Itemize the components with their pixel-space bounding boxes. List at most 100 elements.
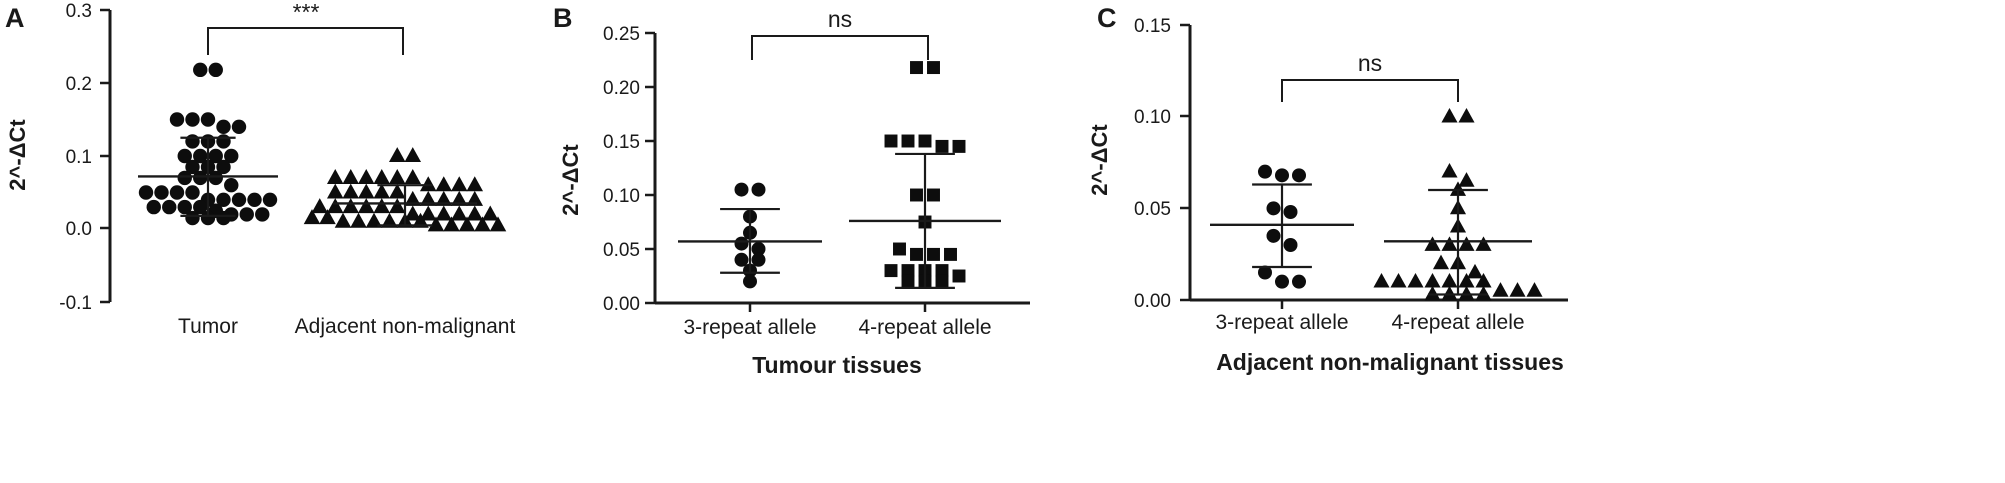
- significance-label-a: ***: [293, 0, 320, 25]
- data-point: [1373, 272, 1390, 288]
- significance-bracket-c: [1281, 79, 1459, 102]
- data-point: [944, 247, 957, 261]
- data-point: [357, 198, 375, 214]
- data-point: [927, 188, 940, 202]
- data-point: [1258, 164, 1272, 179]
- data-point: [1458, 172, 1475, 187]
- data-point: [1275, 168, 1289, 183]
- data-point: [224, 148, 239, 164]
- data-point: [435, 176, 453, 192]
- data-point: [326, 183, 344, 199]
- data-point: [373, 168, 391, 184]
- data-point: [435, 190, 453, 206]
- data-point: [1432, 254, 1450, 270]
- data-point: [1283, 238, 1298, 252]
- y-tick-label-c: 0.00: [1134, 291, 1171, 312]
- panel-letter-b: B: [553, 3, 573, 33]
- data-point: [216, 192, 231, 207]
- data-point: [1441, 162, 1458, 178]
- data-point: [443, 216, 460, 232]
- data-point: [216, 159, 231, 175]
- data-point: [200, 210, 216, 226]
- significance-label-c: ns: [1358, 50, 1382, 76]
- data-point: [1475, 285, 1492, 301]
- y-tick-label-c: 0.05: [1134, 199, 1171, 220]
- data-point: [458, 216, 476, 232]
- data-point: [224, 178, 239, 193]
- data-point: [334, 212, 352, 228]
- data-point: [239, 207, 254, 222]
- data-point: [419, 205, 437, 221]
- x-axis-label-c: Adjacent non-malignant tissues: [1216, 349, 1564, 375]
- data-point: [185, 112, 200, 127]
- data-point: [208, 170, 223, 186]
- data-point: [1475, 272, 1492, 288]
- category-label-a-adjacent: Adjacent non-malignant: [295, 315, 516, 338]
- data-point: [1424, 272, 1441, 288]
- data-point: [751, 182, 766, 197]
- y-tick-label-a: 0.0: [66, 219, 92, 240]
- data-point: [910, 188, 923, 202]
- data-point: [927, 61, 940, 75]
- data-point: [910, 61, 923, 75]
- data-point: [1441, 285, 1458, 301]
- data-point: [474, 216, 491, 232]
- data-point: [1458, 285, 1475, 301]
- panel-letter-c: C: [1097, 3, 1117, 33]
- data-point: [357, 183, 375, 199]
- data-point: [177, 199, 192, 215]
- data-point: [910, 247, 923, 261]
- data-point: [388, 183, 406, 199]
- data-point: [743, 274, 757, 289]
- data-point: [935, 274, 949, 288]
- data-point: [1441, 272, 1458, 288]
- data-point: [1407, 272, 1424, 288]
- data-point: [466, 205, 484, 221]
- data-point: [388, 147, 406, 163]
- panel-b: B 2^-ΔCt 0.00 0.05 0.10 0.15 0.20 0.25 3…: [553, 3, 1030, 378]
- data-point: [162, 199, 177, 215]
- panel-c: C 2^-ΔCt 0.00 0.05 0.10 0.15 3-repeat al…: [1087, 3, 1568, 375]
- data-point: [1458, 107, 1475, 123]
- panel-a: A 2^-ΔCt -0.1 0.0 0.1 0.2 0.3 Tumor Adja…: [5, 0, 515, 338]
- y-tick-label-b: 0.20: [603, 78, 640, 99]
- data-point: [262, 192, 278, 207]
- data-point: [751, 252, 766, 267]
- data-point: [884, 134, 898, 148]
- data-point: [193, 62, 208, 78]
- data-point: [1526, 282, 1543, 297]
- data-point: [466, 190, 484, 206]
- category-label-b-4repeat: 4-repeat allele: [858, 316, 991, 339]
- data-point: [1424, 285, 1441, 301]
- data-point: [231, 119, 247, 134]
- data-point: [419, 190, 437, 206]
- data-point: [1258, 265, 1272, 280]
- data-point: [466, 176, 484, 192]
- data-point: [751, 242, 766, 256]
- data-point: [404, 168, 422, 184]
- data-point: [1283, 205, 1298, 219]
- data-point: [185, 210, 200, 226]
- data-point: [1275, 274, 1289, 289]
- data-point: [927, 247, 940, 261]
- data-point: [1390, 272, 1407, 288]
- y-tick-label-a: 0.1: [66, 147, 92, 168]
- category-label-a-tumor: Tumor: [178, 315, 238, 338]
- data-point: [373, 198, 391, 214]
- data-points-b: [678, 61, 1001, 289]
- significance-bracket-a: [207, 27, 404, 55]
- data-point: [489, 216, 507, 232]
- data-point: [1458, 272, 1475, 288]
- data-point: [884, 264, 898, 278]
- data-point: [381, 212, 398, 228]
- data-point: [177, 148, 192, 164]
- data-point: [342, 183, 360, 199]
- data-point: [412, 212, 429, 228]
- data-points-a: [138, 62, 507, 232]
- category-label-c-3repeat: 3-repeat allele: [1215, 311, 1348, 334]
- x-axis-label-b: Tumour tissues: [752, 352, 922, 378]
- data-point: [311, 198, 329, 214]
- data-point: [734, 236, 749, 251]
- data-point: [1424, 236, 1441, 251]
